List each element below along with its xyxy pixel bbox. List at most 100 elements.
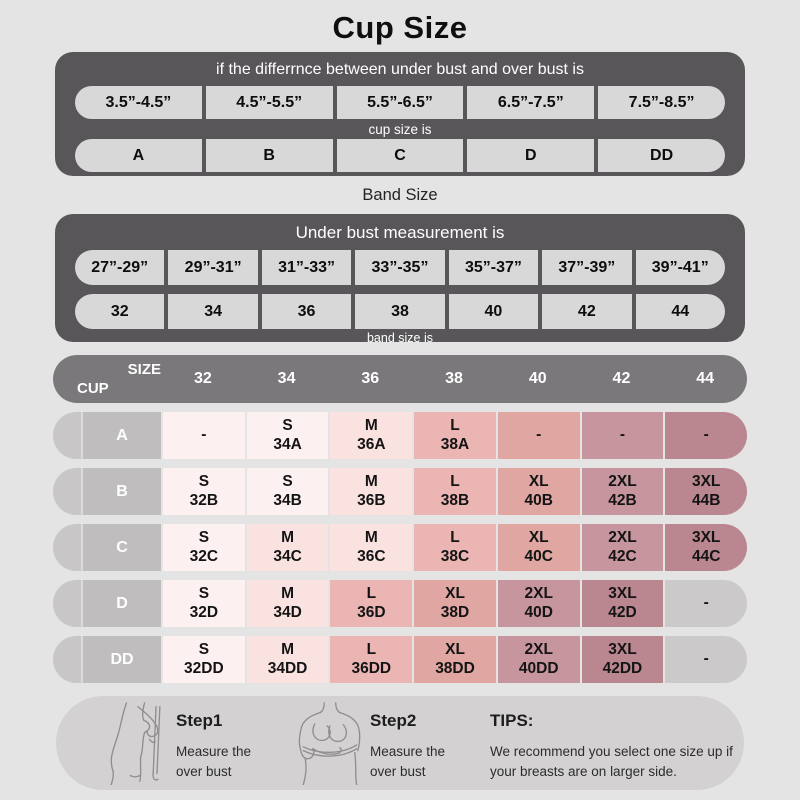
cup-diff-range-cell: 5.5”-6.5” [336,86,464,119]
cup-letter-row: A B C D DD [75,139,725,172]
matrix-cup-label: DD [81,636,161,683]
band-size-cell: 40 [448,294,539,329]
step2-measuring-illustration-icon [298,702,361,785]
matrix-size-cell: L 38A [414,412,496,459]
cup-letter-cell: C [336,139,464,172]
band-size-cell: 44 [635,294,725,329]
step2-description: Measure the over bust [370,744,446,780]
matrix-row-cap [53,412,81,459]
matrix-cup-label: C [81,524,161,571]
matrix-header: SIZE CUP 32 34 36 38 40 42 44 [53,355,747,403]
matrix-size-cell: S 32DD [163,636,245,683]
matrix-size-cell: XL 40C [497,524,580,571]
matrix-size-cell: L 38C [414,524,496,571]
matrix-size-cell: S 32C [163,524,245,571]
cup-table-header: if the differrnce between under bust and… [216,61,584,78]
band-size-cell: 38 [355,294,445,329]
cup-size-is-label: cup size is [368,122,432,137]
band-table-header: Under bust measurement is [295,223,505,242]
matrix-size-cell: S 34B [246,468,329,515]
matrix-size-cell: 3XL 42D [581,580,664,627]
measuring-tips-panel: Step1 Measure the over bust Step2 Measur… [56,696,744,790]
matrix-row-dd: DD S 32DD M 34DD L 36DD XL 38DD 2XL 40DD 3XL 42DD - [53,636,748,683]
matrix-row-cap [53,580,81,627]
tips-title: TIPS: [490,711,534,730]
matrix-column-header: 38 [445,370,463,387]
underbust-range-cell: 29”-31” [168,250,258,285]
matrix-size-cell: 2XL 42B [581,468,664,515]
matrix-size-cell: - [581,412,664,459]
matrix-row-b: B S 32B S 34B M 36B L 38B XL 40B 2XL 42B 3XL 44B [53,468,748,515]
matrix-size-cell: M 34D [246,580,329,627]
underbust-range-cell: 39”-41” [635,250,725,285]
cup-size-table: if the differrnce between under bust and… [55,52,745,176]
size-matrix: SIZE CUP 32 34 36 38 40 42 44 A - S 34A M 36A L 38A - -… [53,355,748,683]
underbust-range-row: 27”-29” 29”-31” 31”-33” 33”-35” 35”-37” 37”-3… [75,250,725,285]
matrix-size-cell: M 34C [246,524,329,571]
band-size-cell: 32 [75,294,165,329]
underbust-range-cell: 37”-39” [542,250,632,285]
matrix-row-cells: - S 34A M 36A L 38A - - - [161,412,748,459]
matrix-row-d: D S 32D M 34D L 36D XL 38D 2XL 40D 3XL 42D - [53,580,748,627]
tips-block: TIPS: We recommend you select one size u… [490,711,752,783]
matrix-row-c: C S 32C M 34C M 36C L 38C XL 40C 2XL 42C 3XL 44C [53,524,748,571]
step2-title: Step2 [370,711,417,730]
cup-diff-range-row: 3.5”-4.5” 4.5”-5.5” 5.5”-6.5” 6.5”-7.5” 7.5”… [75,86,725,119]
cup-diff-range-cell: 3.5”-4.5” [75,86,202,119]
matrix-cup-label: D [81,580,161,627]
underbust-range-cell: 31”-33” [261,250,352,285]
matrix-row-cap [53,636,81,683]
cup-diff-range-cell: 6.5”-7.5” [467,86,595,119]
matrix-size-cell: - [163,412,245,459]
matrix-size-cell: - [665,636,748,683]
cup-letter-cell: B [205,139,333,172]
matrix-row-a: A - S 34A M 36A L 38A - - - [53,412,748,459]
step1-block: Step1 Measure the over bust [176,711,268,783]
matrix-size-cell: M 34DD [246,636,329,683]
band-size-cell: 36 [261,294,352,329]
matrix-size-cell: XL 38D [414,580,496,627]
matrix-column-headers: 32 34 36 38 40 42 44 [161,355,747,403]
step1-description: Measure the over bust [176,744,252,780]
tips-description: We recommend you select one size up if y… [490,744,733,780]
matrix-column-header: 32 [193,370,212,387]
underbust-range-cell: 35”-37” [448,250,539,285]
matrix-row-cap [53,468,81,515]
matrix-corner-header: SIZE CUP [53,355,161,403]
matrix-size-cell: L 36D [330,580,413,627]
band-size-table: Under bust measurement is 27”-29” 29”-31”… [55,214,745,345]
matrix-size-cell: S 34A [246,412,329,459]
matrix-row-cells: S 32C M 34C M 36C L 38C XL 40C 2XL 42C 3XL 44C [161,524,748,571]
matrix-column-header: 36 [361,370,380,387]
cup-diff-range-cell: 4.5”-5.5” [205,86,333,119]
band-size-cell: 34 [168,294,258,329]
band-size-title: Band Size [362,186,438,204]
cup-letter-cell: D [467,139,595,172]
matrix-size-cell: M 36A [330,412,413,459]
matrix-column-header: 40 [528,370,547,387]
corner-cup-label: CUP [77,380,109,397]
matrix-size-cell: - [497,412,580,459]
band-size-row: 32 34 36 38 40 42 44 [75,294,725,329]
cup-letter-cell: DD [598,139,725,172]
step1-title: Step1 [176,711,223,730]
corner-size-label: SIZE [127,361,161,378]
matrix-rows: A - S 34A M 36A L 38A - - - B S 32B S 34B M 36B L 38B XL 40B 2… [53,412,748,683]
matrix-row-cells: S 32D M 34D L 36D XL 38D 2XL 40D 3XL 42D - [161,580,748,627]
matrix-size-cell: 3XL 42DD [581,636,664,683]
matrix-size-cell: 2XL 40D [497,580,580,627]
matrix-cup-label: B [81,468,161,515]
cup-letter-cell: A [75,139,202,172]
matrix-size-cell: 2XL 40DD [497,636,580,683]
matrix-row-cells: S 32DD M 34DD L 36DD XL 38DD 2XL 40DD 3XL 42DD - [161,636,748,683]
underbust-range-cell: 33”-35” [355,250,445,285]
matrix-size-cell: M 36C [330,524,413,571]
matrix-size-cell: M 36B [330,468,413,515]
matrix-row-cells: S 32B S 34B M 36B L 38B XL 40B 2XL 42B 3XL 44B [161,468,748,515]
band-size-cell: 42 [542,294,632,329]
matrix-column-header: 34 [277,370,296,387]
matrix-column-header: 44 [696,370,715,387]
matrix-size-cell: XL 38DD [414,636,496,683]
matrix-size-cell: S 32D [163,580,245,627]
